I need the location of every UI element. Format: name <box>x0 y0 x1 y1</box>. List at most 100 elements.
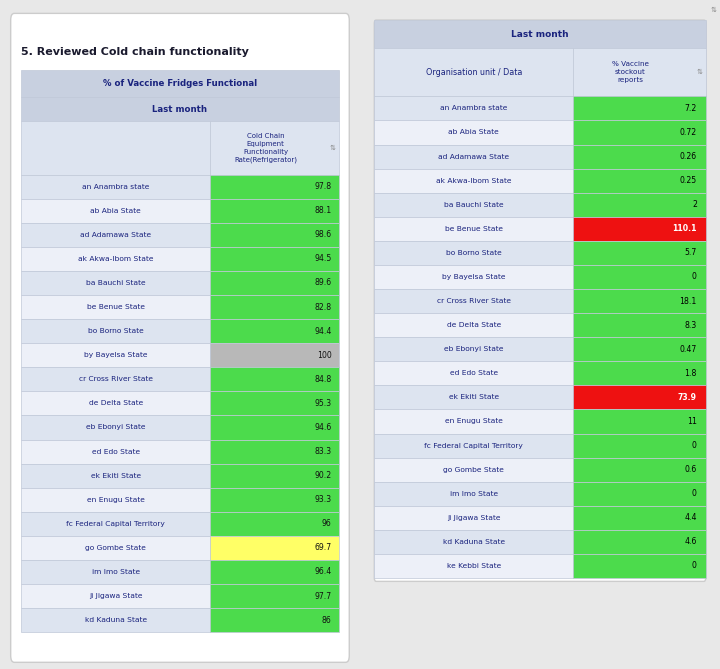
Text: kd Kaduna State: kd Kaduna State <box>443 539 505 545</box>
FancyBboxPatch shape <box>210 295 338 319</box>
FancyBboxPatch shape <box>573 361 706 385</box>
Text: 1.8: 1.8 <box>685 369 697 378</box>
Text: 94.4: 94.4 <box>314 326 331 336</box>
FancyBboxPatch shape <box>22 343 210 367</box>
Text: 97.8: 97.8 <box>315 182 331 191</box>
Text: ed Edo State: ed Edo State <box>450 371 498 376</box>
FancyBboxPatch shape <box>573 409 706 434</box>
Text: % Vaccine
stockout
reports: % Vaccine stockout reports <box>612 62 649 83</box>
Text: 4.4: 4.4 <box>684 513 697 522</box>
FancyBboxPatch shape <box>374 20 706 48</box>
Text: en Enugu State: en Enugu State <box>87 497 145 502</box>
FancyBboxPatch shape <box>374 145 573 169</box>
Text: cr Cross River State: cr Cross River State <box>78 377 153 382</box>
FancyBboxPatch shape <box>22 121 210 175</box>
Text: fc Federal Capital Territory: fc Federal Capital Territory <box>424 443 523 448</box>
Text: Last month: Last month <box>153 104 207 114</box>
Text: Last month: Last month <box>511 29 569 39</box>
FancyBboxPatch shape <box>210 343 338 367</box>
Text: bo Borno State: bo Borno State <box>88 328 143 334</box>
Text: 0.26: 0.26 <box>680 152 697 161</box>
Text: ⇅: ⇅ <box>329 145 335 151</box>
Text: ba Bauchi State: ba Bauchi State <box>86 280 145 286</box>
FancyBboxPatch shape <box>573 96 706 120</box>
FancyBboxPatch shape <box>374 482 573 506</box>
Text: 4.6: 4.6 <box>685 537 697 547</box>
FancyBboxPatch shape <box>374 20 706 581</box>
FancyBboxPatch shape <box>210 223 338 247</box>
Text: 73.9: 73.9 <box>678 393 697 402</box>
Text: 100: 100 <box>317 351 331 360</box>
Text: 97.7: 97.7 <box>315 591 331 601</box>
FancyBboxPatch shape <box>22 560 210 584</box>
FancyBboxPatch shape <box>374 554 573 578</box>
FancyBboxPatch shape <box>573 385 706 409</box>
FancyBboxPatch shape <box>210 271 338 295</box>
Text: 0.47: 0.47 <box>680 345 697 354</box>
FancyBboxPatch shape <box>22 223 210 247</box>
Text: 5. Reviewed Cold chain functionality: 5. Reviewed Cold chain functionality <box>22 47 249 57</box>
Text: Cold Chain
Equipment
Functionality
Rate(Refrigerator): Cold Chain Equipment Functionality Rate(… <box>234 132 297 163</box>
Text: 89.6: 89.6 <box>315 278 331 288</box>
Text: 94.5: 94.5 <box>314 254 331 264</box>
FancyBboxPatch shape <box>573 169 706 193</box>
FancyBboxPatch shape <box>374 506 573 530</box>
FancyBboxPatch shape <box>22 584 210 608</box>
Text: an Anambra state: an Anambra state <box>440 106 508 111</box>
FancyBboxPatch shape <box>374 48 573 96</box>
Text: 8.3: 8.3 <box>685 320 697 330</box>
Text: 96.4: 96.4 <box>314 567 331 577</box>
Text: ji Jigawa State: ji Jigawa State <box>89 593 143 599</box>
Text: an Anambra state: an Anambra state <box>82 184 150 189</box>
Text: 84.8: 84.8 <box>314 375 331 384</box>
Text: 94.6: 94.6 <box>314 423 331 432</box>
Text: 7.2: 7.2 <box>685 104 697 113</box>
Text: bo Borno State: bo Borno State <box>446 250 502 256</box>
FancyBboxPatch shape <box>374 120 573 145</box>
FancyBboxPatch shape <box>210 415 338 440</box>
Text: 2: 2 <box>692 200 697 209</box>
Text: % of Vaccine Fridges Functional: % of Vaccine Fridges Functional <box>103 79 257 88</box>
Text: de Delta State: de Delta State <box>89 401 143 406</box>
Text: by Bayelsa State: by Bayelsa State <box>84 353 148 358</box>
Text: go Gombe State: go Gombe State <box>85 545 146 551</box>
Text: ab Abia State: ab Abia State <box>449 130 499 135</box>
FancyBboxPatch shape <box>22 199 210 223</box>
FancyBboxPatch shape <box>22 464 210 488</box>
FancyBboxPatch shape <box>374 361 573 385</box>
FancyBboxPatch shape <box>22 295 210 319</box>
FancyBboxPatch shape <box>210 175 338 199</box>
Text: be Benue State: be Benue State <box>86 304 145 310</box>
Text: be Benue State: be Benue State <box>445 226 503 231</box>
Text: ek Ekiti State: ek Ekiti State <box>91 473 141 478</box>
FancyBboxPatch shape <box>210 367 338 391</box>
Text: 86: 86 <box>322 615 331 625</box>
Text: ad Adamawa State: ad Adamawa State <box>438 154 509 159</box>
Text: 82.8: 82.8 <box>315 302 331 312</box>
FancyBboxPatch shape <box>374 265 573 289</box>
FancyBboxPatch shape <box>374 409 573 434</box>
Text: 0.6: 0.6 <box>685 465 697 474</box>
FancyBboxPatch shape <box>573 434 706 458</box>
Text: 110.1: 110.1 <box>672 224 697 233</box>
Text: im Imo State: im Imo State <box>450 491 498 496</box>
FancyBboxPatch shape <box>22 391 210 415</box>
Text: go Gombe State: go Gombe State <box>444 467 504 472</box>
Text: ke Kebbi State: ke Kebbi State <box>446 563 501 569</box>
FancyBboxPatch shape <box>374 289 573 313</box>
FancyBboxPatch shape <box>374 530 573 554</box>
Text: ba Bauchi State: ba Bauchi State <box>444 202 503 207</box>
FancyBboxPatch shape <box>374 385 573 409</box>
FancyBboxPatch shape <box>22 70 338 97</box>
FancyBboxPatch shape <box>22 367 210 391</box>
FancyBboxPatch shape <box>374 193 573 217</box>
FancyBboxPatch shape <box>374 458 573 482</box>
FancyBboxPatch shape <box>573 193 706 217</box>
Text: ⇅: ⇅ <box>696 70 702 75</box>
Text: 95.3: 95.3 <box>315 399 331 408</box>
FancyBboxPatch shape <box>374 217 573 241</box>
FancyBboxPatch shape <box>573 289 706 313</box>
FancyBboxPatch shape <box>374 313 573 337</box>
FancyBboxPatch shape <box>210 199 338 223</box>
Text: 83.3: 83.3 <box>315 447 331 456</box>
